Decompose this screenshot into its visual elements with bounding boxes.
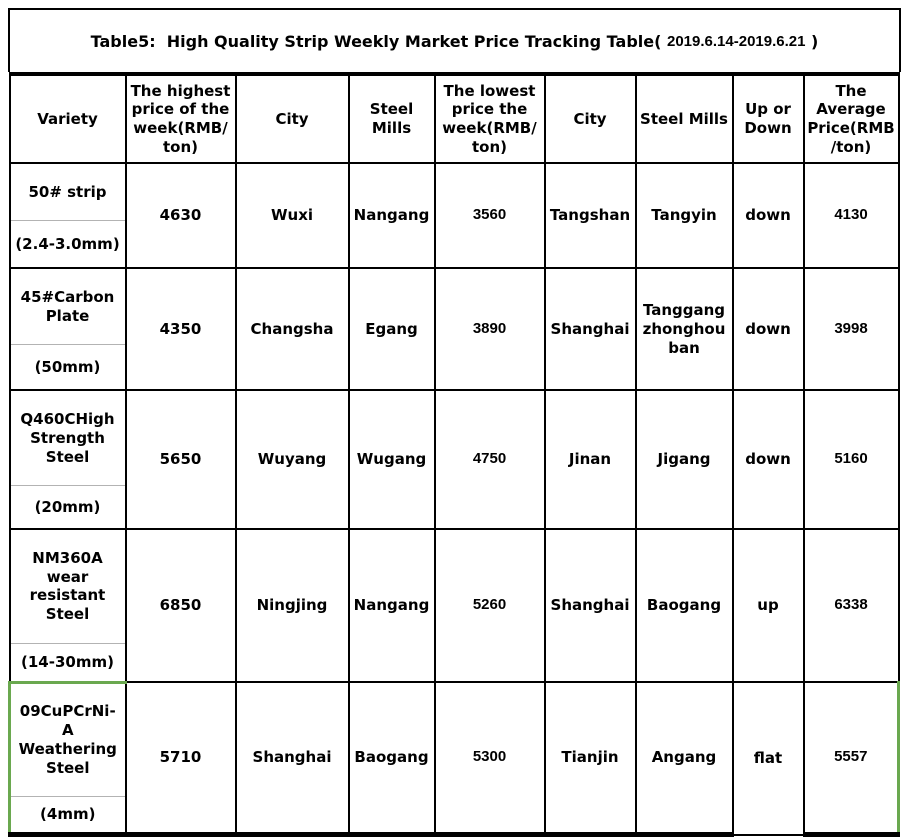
trend-cell: down [731,389,805,530]
highest-mill-cell: Nangang [347,161,436,270]
title-date-range: 2019.6.14-2019.6.21 [667,32,806,50]
lowest-mill-cell: Tangyin [634,161,734,270]
variety-name: 45#Carbon Plate [11,270,124,346]
highest-mill-cell: Nangang [347,528,436,683]
variety-cell: Q460CHigh Strength Steel (20mm) [8,389,127,530]
lowest-price-cell: 5300 [433,681,546,837]
lowest-mill-cell: Tanggang zhonghou ban [634,267,734,392]
average-price-cell: 5557 [802,681,900,837]
highest-city-cell: Shanghai [234,681,350,837]
highest-city-cell: Wuxi [234,161,350,270]
header-cell-city-2: City [543,72,637,164]
variety-cell: 09CuPCrNi- A Weathering Steel (4mm) [8,680,127,837]
table-row-selected: 09CuPCrNi- A Weathering Steel (4mm) 5710… [8,680,900,837]
average-price-cell: 5160 [802,389,900,530]
variety-cell: NM360A wear resistant Steel (14-30mm) [8,528,127,683]
lowest-price-cell: 3560 [433,161,546,270]
lowest-city-cell: Jinan [543,389,637,530]
average-price-cell: 6338 [802,528,900,683]
table-row: Q460CHigh Strength Steel (20mm) 5650 Wuy… [8,389,900,530]
table-row: 45#Carbon Plate (50mm) 4350 Changsha Ega… [8,267,900,392]
variety-size: (14-30mm) [21,652,114,671]
highest-price-cell: 4350 [124,267,237,392]
variety-size: (20mm) [34,497,101,516]
highest-price-cell: 6850 [124,528,237,683]
header-cell-highest-price: The highest price of the week(RMB/ ton) [124,72,237,164]
lowest-mill-cell: Baogang [634,528,734,683]
average-price-cell: 4130 [802,161,900,270]
lowest-city-cell: Tianjin [543,681,637,837]
header-cell-up-or-down: Up or Down [731,72,805,164]
highest-mill-cell: Baogang [347,681,436,837]
lowest-city-cell: Shanghai [543,528,637,683]
highest-mill-cell: Wugang [347,389,436,530]
header-row: Variety The highest price of the week(RM… [8,72,900,164]
variety-name: 50# strip [11,165,124,222]
lowest-city-cell: Tangshan [543,161,637,270]
table-row: NM360A wear resistant Steel (14-30mm) 68… [8,528,900,683]
header-cell-city-1: City [234,72,350,164]
highest-city-cell: Ningjing [234,528,350,683]
header-cell-lowest-price: The lowest price the week(RMB/ ton) [433,72,546,164]
header-cell-average-price: The Average Price(RMB /ton) [802,72,900,164]
table-sheet: Table5: High Quality Strip Weekly Market… [8,8,901,837]
highest-city-cell: Changsha [234,267,350,392]
variety-cell: 45#Carbon Plate (50mm) [8,267,127,392]
variety-size: (50mm) [34,357,101,376]
highest-city-cell: Wuyang [234,389,350,530]
average-price-cell: 3998 [802,267,900,392]
lowest-mill-cell: Angang [634,681,734,837]
trend-cell: down [731,267,805,392]
lowest-price-cell: 4750 [433,389,546,530]
trend-cell: down [731,161,805,270]
header-cell-steel-mills-1: Steel Mills [347,72,436,164]
highest-price-cell: 4630 [124,161,237,270]
lowest-price-cell: 5260 [433,528,546,683]
trend-cell: flat [731,681,805,836]
title-close-paren: ) [805,31,819,51]
table-row: 50# strip (2.4-3.0mm) 4630 Wuxi Nangang … [8,161,900,270]
lowest-mill-cell: Jigang [634,389,734,530]
highest-mill-cell: Egang [347,267,436,392]
variety-name: Q460CHigh Strength Steel [11,392,124,486]
header-cell-variety: Variety [8,72,127,164]
variety-name: NM360A wear resistant Steel [11,531,124,644]
trend-cell: up [731,528,805,683]
variety-cell: 50# strip (2.4-3.0mm) [8,161,127,270]
variety-name: 09CuPCrNi- A Weathering Steel [12,685,124,797]
variety-size: (2.4-3.0mm) [15,234,120,253]
lowest-city-cell: Shanghai [543,267,637,392]
highest-price-cell: 5650 [124,389,237,530]
price-tracking-table: Variety The highest price of the week(RM… [8,72,900,837]
header-cell-steel-mills-2: Steel Mills [634,72,734,164]
title-text: Table5: High Quality Strip Weekly Market… [90,31,667,51]
table-title: Table5: High Quality Strip Weekly Market… [8,8,901,72]
highest-price-cell: 5710 [124,681,237,837]
variety-size: (4mm) [40,805,96,824]
lowest-price-cell: 3890 [433,267,546,392]
